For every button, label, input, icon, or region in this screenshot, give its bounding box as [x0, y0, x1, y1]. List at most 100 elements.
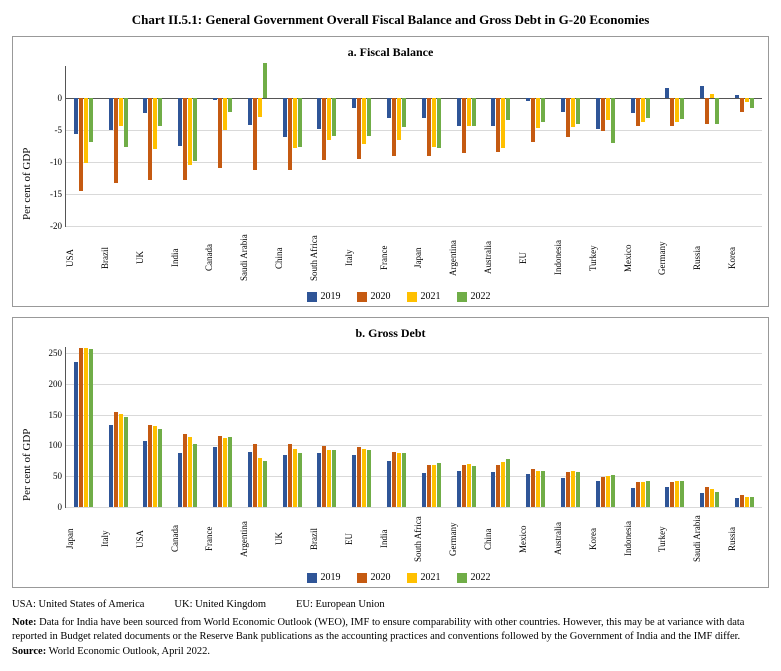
- xtick-label: Germany: [657, 229, 692, 287]
- bar: [750, 98, 754, 108]
- country-group: [553, 347, 588, 507]
- bar: [680, 98, 684, 119]
- bar: [352, 455, 356, 507]
- bar: [641, 482, 645, 507]
- ytick-label: 50: [36, 471, 62, 481]
- bar: [427, 465, 431, 507]
- xtick-label: Turkey: [657, 510, 692, 568]
- bar: [178, 453, 182, 507]
- country-group: [136, 66, 171, 226]
- bar: [427, 98, 431, 156]
- xtick-label: Japan: [65, 510, 100, 568]
- bar: [432, 465, 436, 507]
- chart-a-plot: -20-15-10-50: [65, 66, 762, 227]
- bar: [322, 446, 326, 507]
- gridline: [66, 507, 762, 508]
- xtick-label: USA: [65, 229, 100, 287]
- bar: [462, 98, 466, 153]
- country-group: [484, 347, 519, 507]
- bar: [148, 425, 152, 507]
- bar: [332, 98, 336, 136]
- chart-b-plot: 050100150200250: [65, 347, 762, 508]
- country-group: [588, 66, 623, 226]
- bar: [158, 98, 162, 126]
- bar: [298, 453, 302, 507]
- xtick-label: Argentina: [448, 229, 483, 287]
- bar: [258, 458, 262, 507]
- bar: [432, 98, 436, 147]
- legend-label: 2022: [471, 291, 491, 302]
- country-group: [240, 66, 275, 226]
- country-group: [658, 66, 693, 226]
- country-group: [379, 66, 414, 226]
- bar: [248, 452, 252, 507]
- bar: [462, 465, 466, 507]
- ytick-label: 250: [36, 348, 62, 358]
- bar: [576, 98, 580, 124]
- bar: [109, 425, 113, 507]
- bar: [472, 466, 476, 507]
- bar: [750, 497, 754, 507]
- xtick-label: UK: [135, 229, 170, 287]
- bar: [571, 471, 575, 507]
- chart-b-legend: 2019202020212022: [35, 572, 762, 583]
- ytick-label: -15: [36, 189, 62, 199]
- country-group: [170, 66, 205, 226]
- country-group: [101, 66, 136, 226]
- source-line: Source: World Economic Outlook, April 20…: [12, 645, 769, 659]
- xtick-label: Australia: [483, 229, 518, 287]
- bar: [322, 98, 326, 160]
- bar: [74, 98, 78, 134]
- bar: [536, 98, 540, 128]
- xtick-label: India: [379, 510, 414, 568]
- country-group: [623, 347, 658, 507]
- xtick-label: Italy: [344, 229, 379, 287]
- bar: [561, 478, 565, 507]
- bar: [740, 98, 744, 112]
- legend-label: 2022: [471, 572, 491, 583]
- bar: [536, 471, 540, 507]
- xtick-label: France: [204, 510, 239, 568]
- bar: [327, 450, 331, 507]
- ytick-label: 200: [36, 379, 62, 389]
- bar: [213, 98, 217, 100]
- bar: [89, 98, 93, 142]
- bar: [611, 98, 615, 143]
- ytick-label: -10: [36, 157, 62, 167]
- chart-main-title: Chart II.5.1: General Government Overall…: [12, 12, 769, 28]
- abbrev-eu: EU: European Union: [296, 598, 385, 612]
- bar: [636, 482, 640, 507]
- bar: [387, 461, 391, 507]
- bar: [188, 98, 192, 165]
- bar: [283, 98, 287, 137]
- xtick-label: Korea: [727, 229, 762, 287]
- bar: [646, 481, 650, 507]
- bar: [596, 98, 600, 129]
- bar: [387, 98, 391, 118]
- country-group: [136, 347, 171, 507]
- legend-item: 2022: [457, 291, 491, 302]
- legend-swatch: [407, 573, 417, 583]
- xtick-label: South Africa: [309, 229, 344, 287]
- bar: [665, 88, 669, 98]
- xtick-label: Turkey: [588, 229, 623, 287]
- bar: [437, 98, 441, 148]
- bar: [526, 474, 530, 507]
- bar: [263, 461, 267, 507]
- legend-swatch: [307, 292, 317, 302]
- country-group: [205, 66, 240, 226]
- ytick-label: 100: [36, 440, 62, 450]
- legend-label: 2020: [371, 572, 391, 583]
- bar: [228, 98, 232, 112]
- bar: [700, 86, 704, 98]
- bar: [491, 98, 495, 126]
- bar: [745, 98, 749, 102]
- legend-swatch: [407, 292, 417, 302]
- ytick-label: 150: [36, 410, 62, 420]
- bar: [715, 98, 719, 124]
- legend-label: 2021: [421, 291, 441, 302]
- bar: [109, 98, 113, 130]
- ytick-label: 0: [36, 93, 62, 103]
- bar: [79, 98, 83, 191]
- bar: [183, 434, 187, 507]
